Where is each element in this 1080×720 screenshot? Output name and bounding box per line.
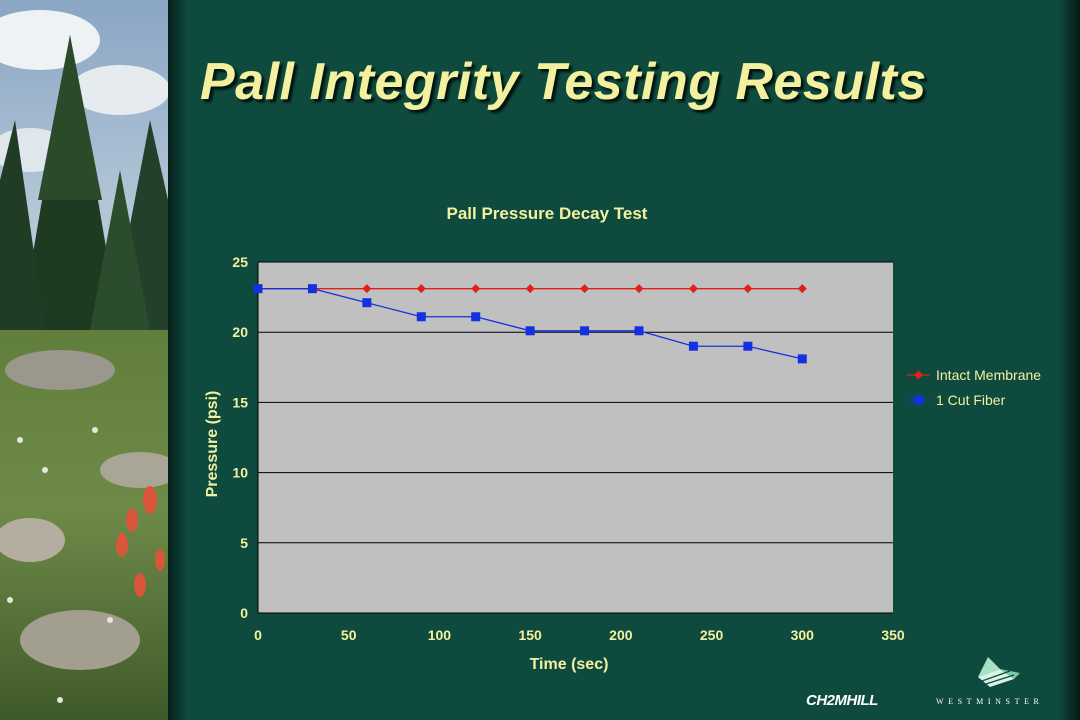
legend-label: Intact Membrane (936, 367, 1041, 383)
data-point-1-cut-fiber (362, 298, 372, 308)
data-point-1-cut-fiber (307, 284, 317, 294)
data-point-1-cut-fiber (471, 312, 481, 322)
legend-marker (914, 370, 923, 380)
data-point-intact-membrane (634, 284, 644, 294)
x-tick-label: 250 (700, 627, 724, 643)
slide-left-shadow (168, 0, 188, 720)
x-tick-label: 350 (881, 627, 905, 643)
gridlines (258, 261, 893, 544)
westminster-logo-icon (978, 657, 1020, 687)
slide-title: Pall Integrity Testing Results (200, 53, 927, 111)
series-layer (253, 284, 807, 364)
x-tick-label: 150 (518, 627, 542, 643)
chart-title: Pall Pressure Decay Test (447, 204, 648, 223)
y-tick-label: 10 (232, 465, 248, 481)
legend-item-1-cut-fiber: 1 Cut Fiber (907, 392, 1006, 408)
data-point-intact-membrane (416, 284, 426, 294)
data-point-intact-membrane (362, 284, 372, 294)
data-point-intact-membrane (471, 284, 481, 294)
nature-photo (0, 0, 168, 720)
data-point-intact-membrane (580, 284, 590, 294)
legend-item-intact-membrane: Intact Membrane (907, 367, 1041, 383)
data-point-intact-membrane (688, 284, 698, 294)
data-point-1-cut-fiber (688, 341, 698, 351)
series-1-cut-fiber (253, 284, 807, 364)
data-point-1-cut-fiber (580, 326, 590, 336)
y-axis-ticks: 0 5 10 15 20 25 (232, 254, 248, 621)
data-point-1-cut-fiber (634, 326, 644, 336)
plot-area (258, 262, 893, 613)
ch2mhill-logo: CH2MHILL (806, 692, 878, 709)
y-tick-label: 25 (232, 254, 248, 270)
x-tick-label: 300 (791, 627, 815, 643)
x-tick-label: 100 (428, 627, 452, 643)
data-point-intact-membrane (743, 284, 753, 294)
slide-right-shadow (1058, 0, 1080, 720)
y-tick-label: 0 (240, 605, 248, 621)
data-point-intact-membrane (525, 284, 535, 294)
x-axis-ticks: 0 50 100 150 200 250 300 350 (254, 627, 905, 643)
westminster-logo-text: WESTMINSTER (936, 697, 1044, 706)
x-tick-label: 0 (254, 627, 262, 643)
data-point-1-cut-fiber (797, 354, 807, 364)
legend-label: 1 Cut Fiber (936, 392, 1006, 408)
y-tick-label: 20 (232, 324, 248, 340)
data-point-1-cut-fiber (743, 341, 753, 351)
legend-marker (914, 395, 923, 405)
data-point-1-cut-fiber (253, 284, 263, 294)
y-tick-label: 5 (240, 535, 248, 551)
chart-legend: Intact Membrane 1 Cut Fiber (907, 367, 1041, 408)
data-point-intact-membrane (797, 284, 807, 294)
x-axis-label: Time (sec) (530, 656, 609, 673)
y-tick-label: 15 (232, 394, 248, 410)
data-point-1-cut-fiber (416, 312, 426, 322)
x-tick-label: 200 (609, 627, 633, 643)
data-point-1-cut-fiber (525, 326, 535, 336)
x-tick-label: 50 (341, 627, 357, 643)
y-axis-label: Pressure (psi) (204, 391, 221, 498)
